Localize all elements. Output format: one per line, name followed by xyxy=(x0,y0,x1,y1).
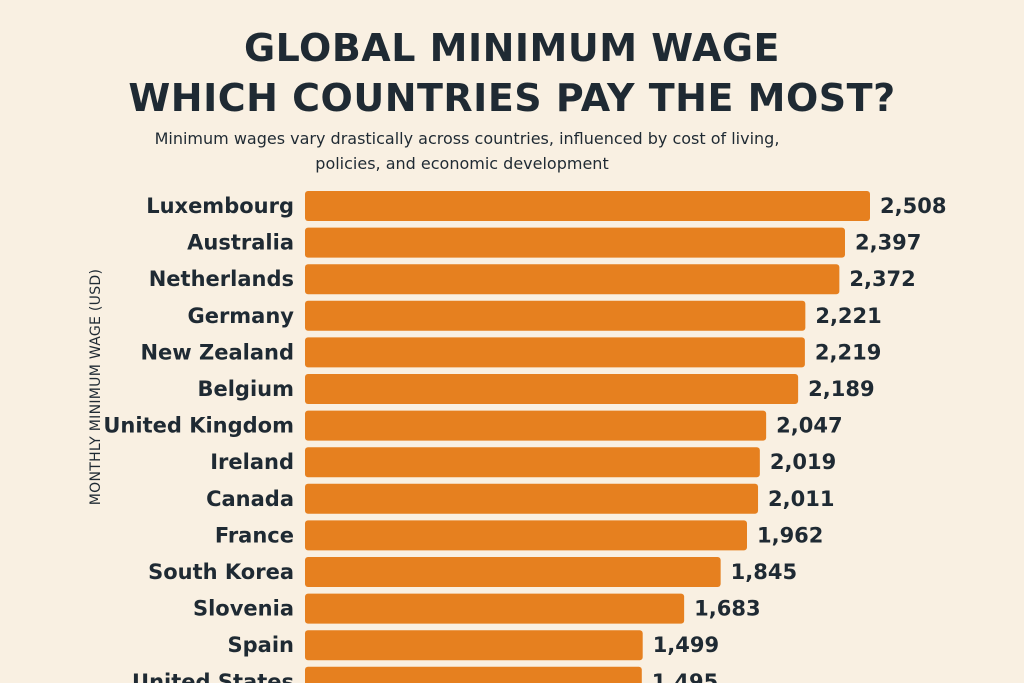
value-label: 2,372 xyxy=(849,267,915,291)
bar-luxembourg xyxy=(305,191,870,221)
value-label: 2,011 xyxy=(768,487,834,511)
chart-subtitle-line-1: Minimum wages vary drastically across co… xyxy=(154,129,780,148)
category-label: Belgium xyxy=(197,377,294,401)
bar-belgium xyxy=(305,374,799,404)
bar-ireland xyxy=(305,447,760,478)
bar-spain xyxy=(305,630,643,661)
value-label: 2,508 xyxy=(880,194,946,218)
value-label: 1,845 xyxy=(731,560,797,584)
category-label: Canada xyxy=(206,487,294,511)
value-label: 2,221 xyxy=(815,304,881,328)
bar-germany xyxy=(305,300,806,331)
category-label: United States xyxy=(132,670,294,683)
value-label: 2,189 xyxy=(808,377,874,401)
bar-france xyxy=(305,520,747,551)
bar-australia xyxy=(305,227,845,258)
chart-subtitle-line-2: policies, and economic development xyxy=(315,154,609,173)
bar-netherlands xyxy=(305,264,840,295)
value-label: 1,499 xyxy=(653,633,719,657)
value-label: 1,683 xyxy=(694,597,760,621)
category-label: South Korea xyxy=(148,560,294,584)
value-label: 2,019 xyxy=(770,450,836,474)
chart-title-line-1: GLOBAL MINIMUM WAGE xyxy=(243,26,781,70)
category-label: Ireland xyxy=(210,450,294,474)
value-label: 2,219 xyxy=(815,340,881,364)
value-label: 2,397 xyxy=(855,231,921,255)
category-label: France xyxy=(215,523,294,547)
category-label: Germany xyxy=(187,304,294,328)
bar-new-zealand xyxy=(305,337,805,368)
category-label: Slovenia xyxy=(193,597,294,621)
bar-united-kingdom xyxy=(305,410,767,441)
category-label: United Kingdom xyxy=(103,414,294,438)
value-label: 1,962 xyxy=(757,523,823,547)
category-label: Netherlands xyxy=(149,267,294,291)
category-label: Spain xyxy=(228,633,294,657)
value-label: 2,047 xyxy=(776,414,842,438)
bar-south-korea xyxy=(305,557,721,587)
category-label: New Zealand xyxy=(140,340,294,364)
bar-slovenia xyxy=(305,593,685,624)
bar-canada xyxy=(305,483,759,514)
category-label: Luxembourg xyxy=(146,194,294,218)
value-label: 1,495 xyxy=(652,670,718,683)
chart-title-line-2: WHICH COUNTRIES PAY THE MOST? xyxy=(128,76,896,120)
category-label: Australia xyxy=(187,231,294,255)
bar-united-states xyxy=(305,666,642,683)
